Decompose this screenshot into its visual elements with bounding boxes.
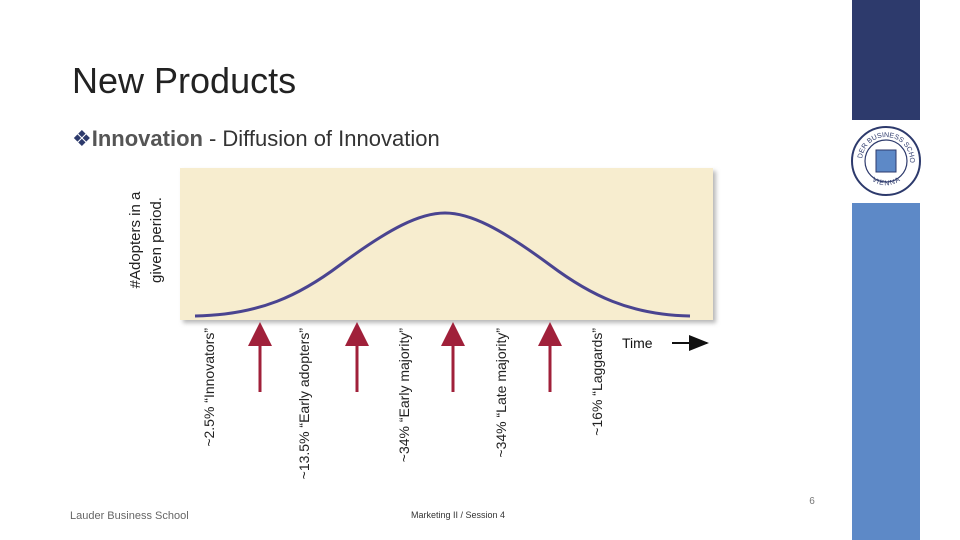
y-label: given period.	[148, 197, 165, 283]
diagram: #Adopters in a given period. Time ~2.5% …	[127, 168, 713, 479]
segment-label: ~13.5% “Early adopters”	[296, 328, 312, 480]
footer-left: Lauder Business School	[70, 510, 189, 522]
side-bar-dark	[852, 0, 920, 120]
bullet-mark: ❖	[72, 126, 92, 151]
page-number: 6	[809, 496, 815, 507]
segment-label: ~34% “Late majority”	[493, 328, 509, 458]
segment-label: ~2.5% “Innovators”	[201, 328, 217, 447]
plot-area	[180, 168, 713, 320]
side-bar-light	[852, 203, 920, 540]
slide-title: New Products	[72, 60, 296, 101]
y-label: #Adopters in a	[127, 191, 144, 288]
x-label: Time	[622, 335, 653, 351]
bullet: ❖Innovation - Diffusion of Innovation	[72, 126, 440, 151]
segment-label: ~34% “Early majority”	[396, 328, 412, 463]
segment-labels: ~2.5% “Innovators” ~13.5% “Early adopters…	[201, 328, 605, 480]
bullet-term: Innovation	[92, 126, 203, 151]
logo-bottom: VIENNA	[871, 176, 902, 187]
bullet-rest: - Diffusion of Innovation	[209, 126, 440, 151]
footer-center: Marketing II / Session 4	[411, 510, 505, 520]
logo-text: VIENNA	[871, 176, 902, 187]
segment-label: ~16% “Laggards”	[589, 328, 605, 436]
adoption-curve	[194, 211, 691, 318]
arrows	[248, 322, 562, 392]
